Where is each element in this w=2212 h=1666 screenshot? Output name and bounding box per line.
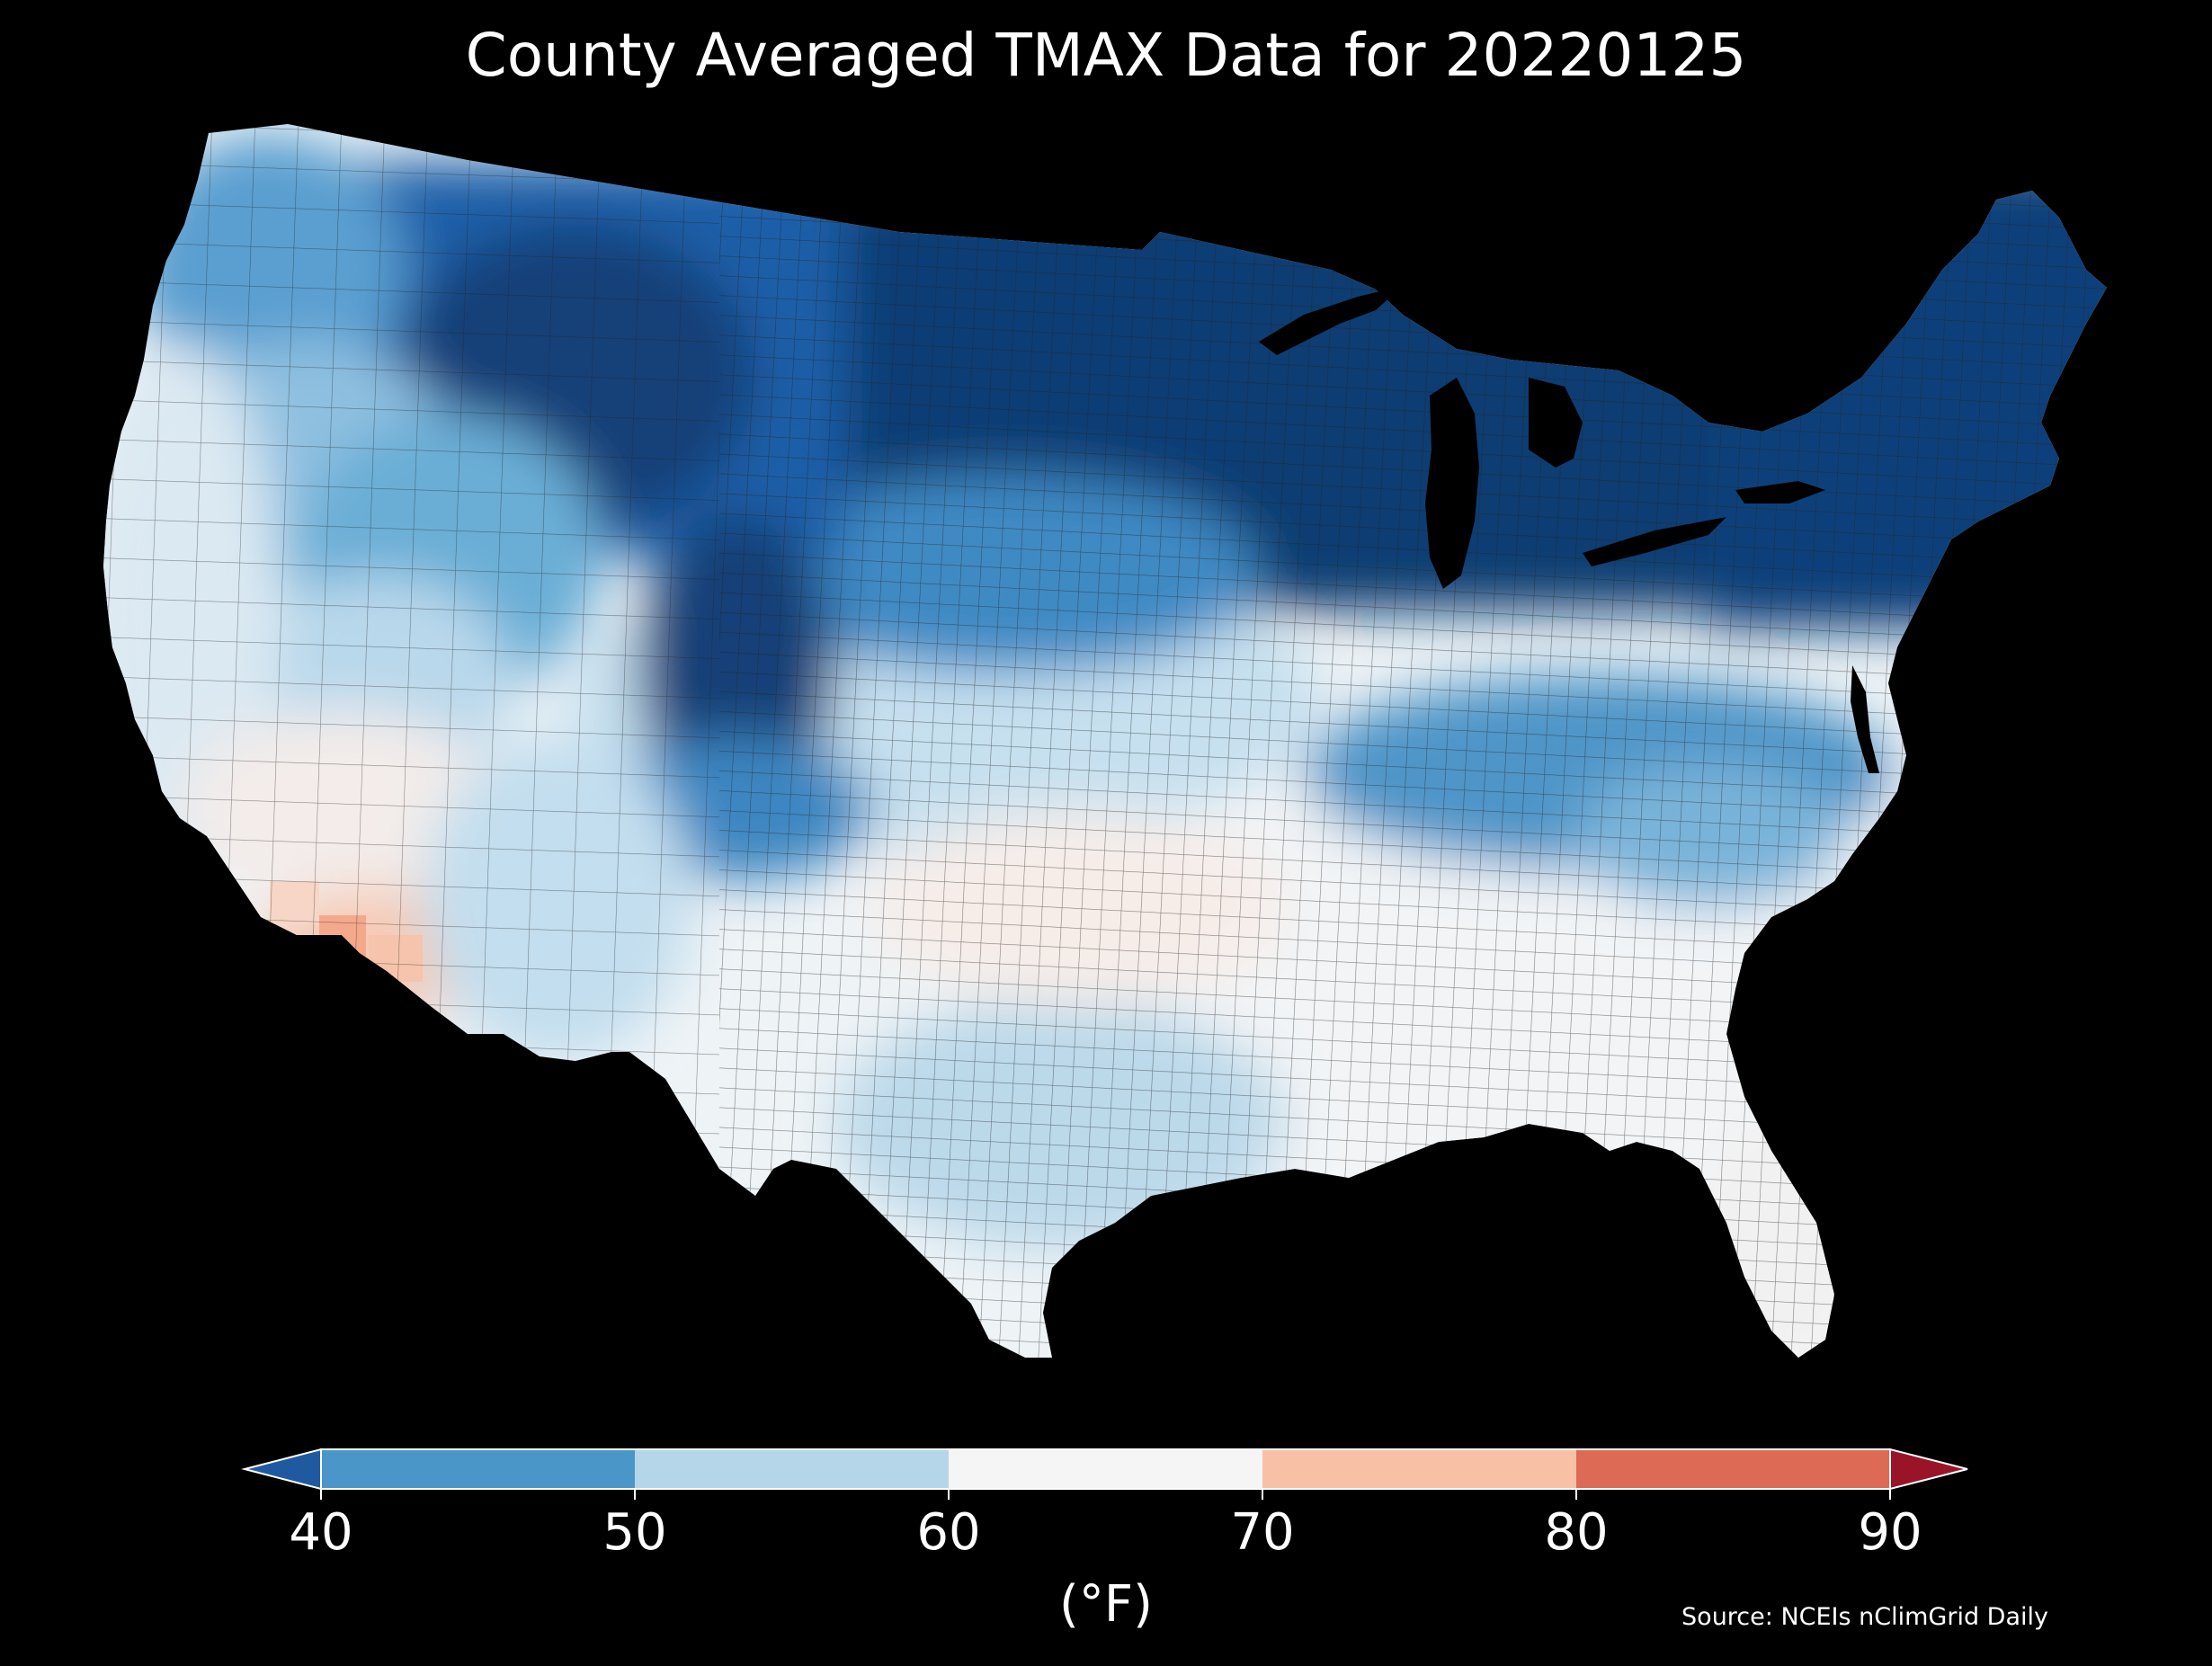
source-credit: Source: NCEIs nClimGrid Daily (1681, 1603, 2048, 1631)
colorbar-tick-label-40: 40 (289, 1503, 353, 1562)
pamlico-sound (1886, 814, 1904, 863)
colorbar-bin-70-80 (1262, 1449, 1576, 1489)
colorbar-tick-label-50: 50 (602, 1503, 667, 1562)
colorbar-bin-60-70 (949, 1449, 1262, 1489)
colorbar-frame (320, 1448, 1891, 1490)
colorbar-tick-label-60: 60 (916, 1503, 981, 1562)
lake-superior (1259, 286, 1403, 355)
colorbar-bin-50-60 (635, 1449, 949, 1489)
colorbar-tick-label-80: 80 (1544, 1503, 1609, 1562)
colorbar-under-arrow (241, 1448, 322, 1491)
lake-erie (1583, 517, 1726, 566)
map-title: County Averaged TMAX Data for 20220125 (465, 21, 1747, 90)
colorbar-tick-label-70: 70 (1230, 1503, 1295, 1562)
lake-ontario (1735, 481, 1825, 503)
colorbar-over-arrow (1889, 1448, 1968, 1491)
colorbar-bin-40-50 (321, 1449, 635, 1489)
colorbar-units-label: (°F) (1059, 1575, 1153, 1634)
lake-huron (1529, 378, 1583, 468)
colorbar-tick-label-90: 90 (1858, 1503, 1922, 1562)
lake-michigan (1425, 378, 1479, 589)
chesapeake-bay (1851, 665, 1879, 773)
colorbar-bin-80-90 (1576, 1449, 1890, 1489)
